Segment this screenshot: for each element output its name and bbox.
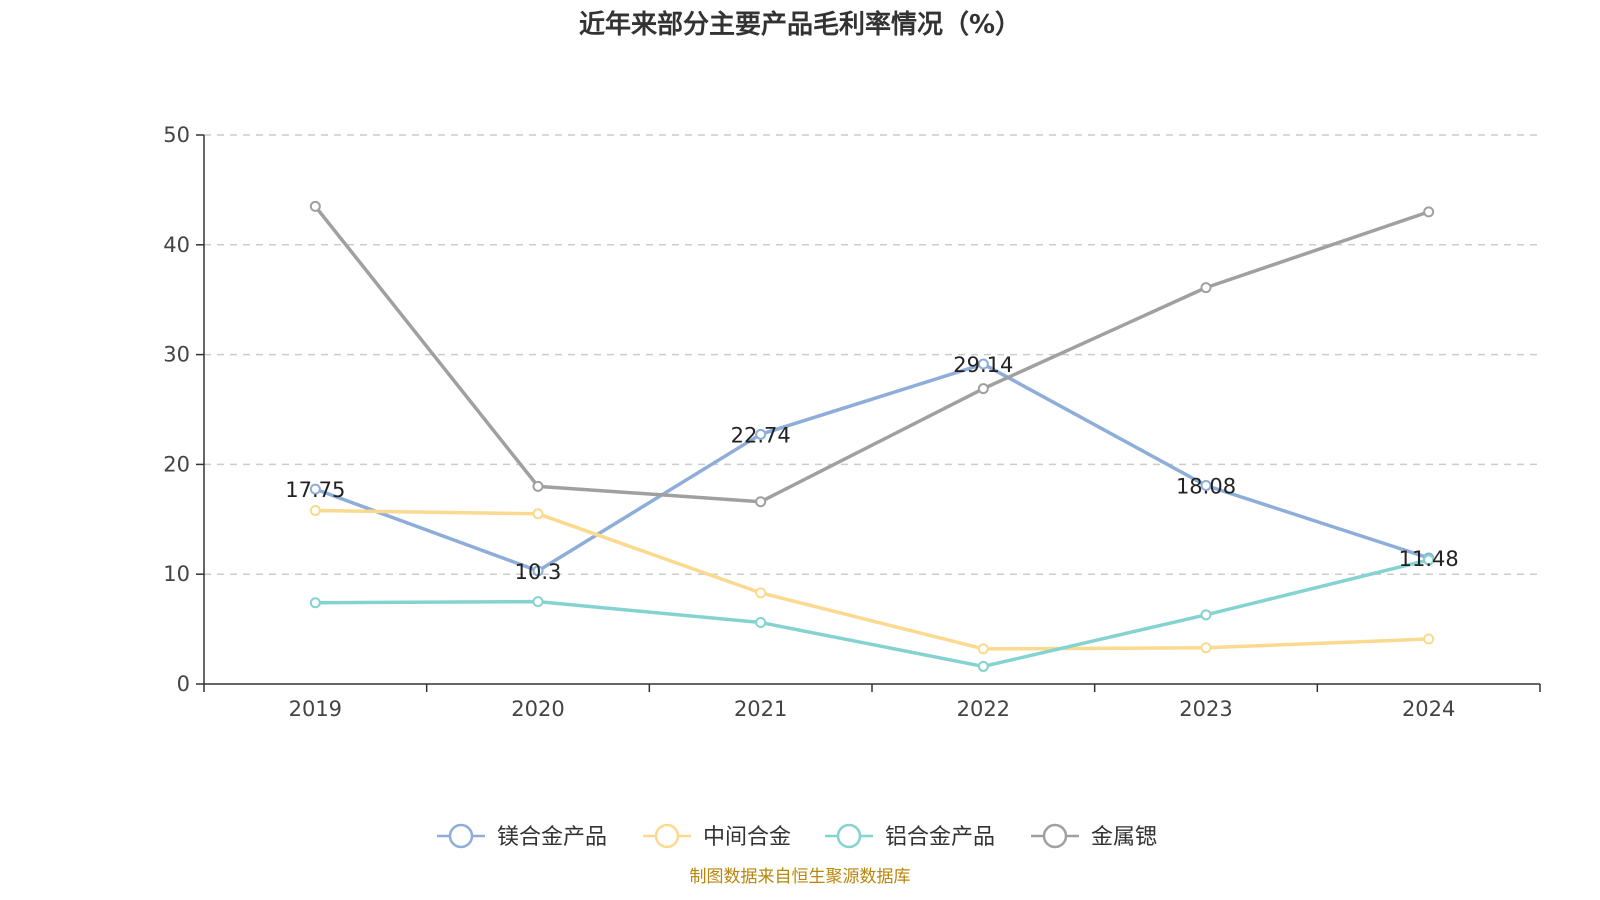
data-point bbox=[755, 587, 767, 599]
data-point bbox=[1200, 609, 1212, 621]
x-tick-label: 2019 bbox=[289, 697, 342, 721]
legend-swatch-circle-icon bbox=[836, 823, 862, 849]
data-point bbox=[977, 358, 989, 370]
y-tick-label: 30 bbox=[163, 343, 190, 367]
data-label: 18.08 bbox=[1176, 474, 1236, 498]
legend-label: 镁合金产品 bbox=[497, 825, 607, 850]
series-layer bbox=[309, 200, 1435, 672]
x-tick-label: 2020 bbox=[511, 697, 564, 721]
data-point bbox=[1200, 479, 1212, 491]
legend-label: 中间合金 bbox=[703, 825, 791, 850]
series-line bbox=[313, 508, 1431, 651]
legend-label: 铝合金产品 bbox=[885, 825, 995, 850]
data-point bbox=[1423, 206, 1435, 218]
data-label: 29.14 bbox=[953, 353, 1013, 377]
legend-item[interactable]: 镁合金产品 bbox=[437, 823, 607, 850]
data-point bbox=[532, 480, 544, 492]
data-point bbox=[309, 597, 321, 609]
data-point bbox=[977, 660, 989, 672]
series-2 bbox=[309, 505, 1435, 655]
data-label: 22.74 bbox=[731, 423, 791, 447]
series-3 bbox=[309, 554, 1435, 672]
data-point bbox=[1423, 554, 1435, 566]
data-label: 11.48 bbox=[1399, 547, 1459, 571]
data-point bbox=[532, 565, 544, 577]
data-point bbox=[309, 483, 321, 495]
data-label: 17.75 bbox=[285, 478, 345, 502]
data-point bbox=[1200, 642, 1212, 654]
legend[interactable]: 镁合金产品 中间合金 铝合金产品 金属锶 bbox=[437, 823, 1157, 850]
data-label-layer: 17.75 10.3 22.74 29.14 18.08 11.48 bbox=[285, 353, 1458, 584]
data-point bbox=[309, 200, 321, 212]
data-point bbox=[532, 508, 544, 520]
legend-item[interactable]: 金属锶 bbox=[1031, 823, 1157, 850]
legend-item[interactable]: 中间合金 bbox=[643, 823, 791, 850]
grid-layer bbox=[204, 134, 1540, 575]
data-point bbox=[1200, 282, 1212, 294]
data-point bbox=[755, 617, 767, 629]
y-tick-label: 20 bbox=[163, 452, 190, 476]
source-note: 制图数据来自恒生聚源数据库 bbox=[689, 867, 911, 887]
y-tick-label: 10 bbox=[163, 562, 190, 586]
data-point bbox=[977, 383, 989, 395]
series-line bbox=[313, 204, 1431, 504]
x-tick-label: 2023 bbox=[1179, 697, 1232, 721]
y-tick-label: 40 bbox=[163, 233, 190, 257]
legend-item[interactable]: 铝合金产品 bbox=[825, 823, 995, 850]
data-point bbox=[309, 505, 321, 517]
legend-swatch-circle-icon bbox=[448, 823, 474, 849]
x-tick-label: 2024 bbox=[1402, 697, 1455, 721]
data-point bbox=[977, 643, 989, 655]
data-point bbox=[755, 496, 767, 508]
series-line bbox=[313, 558, 1431, 669]
series-1 bbox=[309, 358, 1435, 577]
series-line bbox=[313, 362, 1431, 573]
chart-title: 近年来部分主要产品毛利率情况（%） bbox=[578, 10, 1022, 40]
data-label: 10.3 bbox=[515, 560, 562, 584]
data-point bbox=[755, 428, 767, 440]
axis-layer: 0 10 20 30 40 50 2019 2020 2021 2022 2023 2024 bbox=[163, 123, 1541, 721]
legend-swatch-circle-icon bbox=[654, 823, 680, 849]
series-4 bbox=[309, 200, 1435, 508]
y-tick-label: 50 bbox=[163, 123, 190, 147]
data-point bbox=[1423, 633, 1435, 645]
legend-label: 金属锶 bbox=[1091, 825, 1157, 850]
data-point bbox=[532, 596, 544, 608]
y-tick-label: 0 bbox=[177, 672, 190, 696]
legend-swatch-circle-icon bbox=[1042, 823, 1068, 849]
x-tick-label: 2021 bbox=[734, 697, 787, 721]
x-tick-label: 2022 bbox=[957, 697, 1010, 721]
